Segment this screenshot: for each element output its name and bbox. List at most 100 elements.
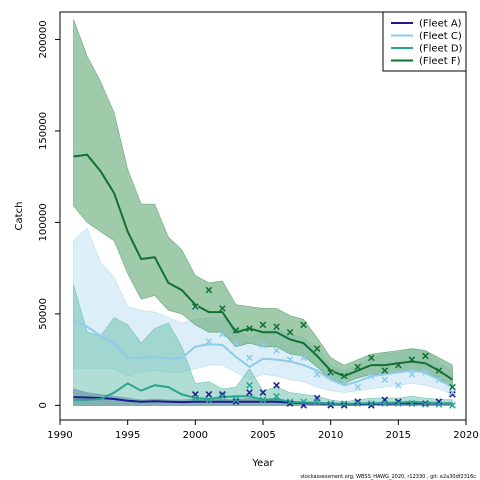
fleet-c-observed-point xyxy=(435,376,443,384)
fleet-a-observed-point xyxy=(246,389,253,396)
fleet-d-observed-point xyxy=(408,400,416,407)
fleet-f-observed-point xyxy=(449,383,456,391)
x-tick-label: 2010 xyxy=(318,430,343,441)
fleet-c-observed-point xyxy=(313,370,321,378)
x-tick-label: 1990 xyxy=(47,430,72,441)
fleet-f-observed-point xyxy=(422,352,429,360)
fleet-c-observed-point xyxy=(408,370,416,378)
fleet-f-observed-point xyxy=(246,325,253,332)
fleet-d-observed-point xyxy=(300,398,307,406)
fleet-c-observed-point xyxy=(273,347,280,354)
legend-entry: (Fleet F) xyxy=(419,56,461,67)
fleet-c-observed-point xyxy=(449,389,456,396)
legend-entry: (Fleet C) xyxy=(419,31,462,42)
fleet-f-observed-point xyxy=(313,345,321,352)
fleet-d-observed-point xyxy=(219,392,226,400)
fleet-a-observed-point xyxy=(354,398,362,406)
x-tick-label: 2005 xyxy=(250,430,275,441)
legend-entry: (Fleet A) xyxy=(419,19,462,30)
fleet-a-observed-point xyxy=(340,402,348,409)
fleet-c-observed-point xyxy=(286,356,294,363)
fleet-d-observed-point xyxy=(381,400,389,407)
fleet-f-fitted-line xyxy=(73,153,454,381)
y-tick-label: 50000 xyxy=(38,298,49,330)
fleet-f-observed-point xyxy=(232,327,240,334)
fleet-f-observed-point xyxy=(435,367,443,374)
fleet-c-observed-point xyxy=(192,305,199,312)
fleet-d-observed-point xyxy=(246,381,253,389)
fleet-a-observed-point xyxy=(395,398,402,406)
fleet-d-observed-point xyxy=(449,402,456,409)
y-tick-label: 200000 xyxy=(38,20,49,58)
fleet-f-observed-point xyxy=(395,361,402,369)
fleet-f-observed-point xyxy=(273,323,280,331)
fleet-f-observed-point xyxy=(381,367,389,374)
fleet-c-observed-point xyxy=(327,370,334,378)
legend-entry: (Fleet D) xyxy=(419,44,463,55)
fleet-a-observed-point xyxy=(286,400,294,407)
fleet-c-observed-point xyxy=(422,369,429,376)
fleet-f-observed-point xyxy=(327,369,334,376)
fleet-a-observed-point xyxy=(367,402,375,409)
fleet-c-observed-point xyxy=(367,372,375,380)
fleet-c-observed-point xyxy=(246,354,253,362)
fleet-d-observed-point xyxy=(232,396,240,404)
fleet-d-observed-point xyxy=(313,398,321,406)
fleet-f-observed-point xyxy=(354,363,362,371)
fleet-a-observed-point xyxy=(232,398,240,406)
fleet-c-observed-point xyxy=(205,337,213,345)
y-tick-label: 0 xyxy=(38,402,49,408)
fleet-c-observed-point xyxy=(259,341,267,349)
x-tick-label: 1995 xyxy=(115,430,140,441)
fleet-f-observed-point xyxy=(300,321,307,329)
y-tick-label: 150000 xyxy=(38,112,49,150)
fleet-c-observed-point xyxy=(354,383,362,391)
fleet-d-observed-point xyxy=(435,401,443,408)
fleet-a-observed-point xyxy=(273,381,280,389)
fleet-f-observed-point xyxy=(367,354,375,362)
fleet-a-observed-point xyxy=(259,389,267,396)
fleet-c-observed-point xyxy=(395,381,402,389)
fleet-d-observed-point xyxy=(327,400,334,407)
fleet-a-observed-point xyxy=(327,402,334,409)
fleet-f-observed-point xyxy=(192,303,199,310)
fleet-d-observed-point xyxy=(286,398,294,406)
fleet-d-observed-point xyxy=(367,400,375,407)
x-axis: 1990 1995 2000 2005 2010 2015 2020 xyxy=(47,420,479,441)
fleet-c-observed-point xyxy=(232,339,240,347)
fleet-c-observed-point xyxy=(219,330,226,338)
fleet-f-observed-point xyxy=(205,286,213,294)
confidence-bands xyxy=(73,19,453,406)
fleet-d-observed-point xyxy=(205,396,213,404)
fleet-f-observed-point xyxy=(219,305,226,312)
fleet-f-observed-point xyxy=(408,356,416,363)
legend: (Fleet A)(Fleet C) (Fleet D)(Fleet F) xyxy=(382,11,467,72)
fleet-c-observed-point xyxy=(381,376,389,384)
y-tick-label: 100000 xyxy=(38,203,49,241)
fleet-a-observed-point xyxy=(449,391,456,398)
x-tick-label: 2020 xyxy=(453,430,478,441)
fleet-c-observed-point xyxy=(340,378,348,385)
fleet-c-fitted-line xyxy=(73,318,453,388)
x-tick-label: 2000 xyxy=(183,430,208,441)
y-axis: 0 50000 100000 150000 200000 xyxy=(38,20,60,409)
fleet-d-observed-point xyxy=(340,400,348,407)
fleet-c-observed-point xyxy=(300,354,307,362)
fleet-d-observed-point xyxy=(192,394,199,402)
fleet-f-observed-point xyxy=(259,321,267,329)
fleet-d-observed-point xyxy=(354,400,362,407)
x-tick-label: 2015 xyxy=(386,430,411,441)
fleet-f-observed-point xyxy=(286,328,294,336)
observed-points xyxy=(192,286,456,409)
y-axis-label: Catch xyxy=(14,202,25,231)
fleet-d-observed-point xyxy=(273,392,280,400)
fleet-d-observed-point xyxy=(395,400,402,407)
fleet-d-observed-point xyxy=(259,396,267,404)
fleet-d-observed-point xyxy=(422,401,429,408)
fleet-f-observed-point xyxy=(340,372,348,380)
fleet-a-observed-point xyxy=(219,391,226,398)
fleet-a-observed-point xyxy=(205,391,213,398)
x-axis-label: Year xyxy=(251,458,274,469)
footer-credit: stockassessment.org, WBSS_HAWG_2020, r12… xyxy=(300,474,476,480)
